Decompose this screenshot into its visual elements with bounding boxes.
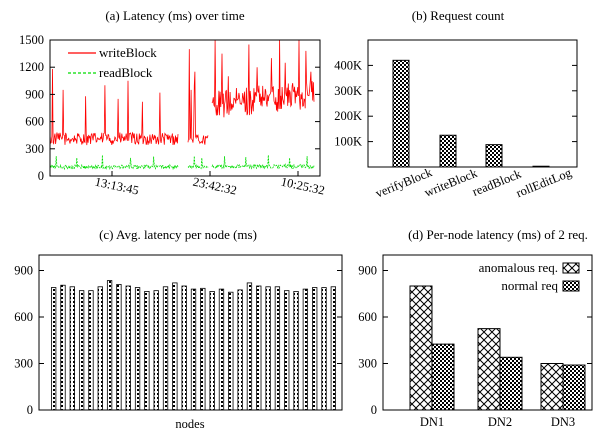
panel-b-ytick-label: 400K [334,58,362,72]
panel-a-line-readblock-segment [187,156,209,170]
panel-a-xtick-label: 10:25:32 [280,175,326,198]
panel-c-bar-node-31 [330,286,336,411]
panel-c-bar-node-26 [284,290,290,411]
panel-c-bar-node-22 [246,282,253,411]
panel-c-bar-node-8 [116,284,122,411]
panel-c-ytick-label: 300 [14,357,33,371]
panel-d-legend-label-normal: normal req [501,278,558,293]
panel-d-bar-normal-req-dn3 [562,364,586,411]
panel-a-frame [49,39,321,177]
panel-a-xtick-label: 23:42:32 [192,175,238,198]
panel-c-bar-node-5 [88,290,94,411]
panel-c-bar-node-10 [134,287,141,411]
panel-c-frame [38,254,343,411]
panel-c-ytick-label: 600 [14,310,33,324]
panel-d-xtick-label-dn3: DN3 [551,415,575,429]
panel-c-bar-node-3 [69,286,75,411]
panel-b-plot: 100K200K300K400KverifyBlockwriteBlockrea… [334,39,578,201]
panel-a-title: (a) Latency (ms) over time [105,8,245,23]
panel-d-legend-swatch-anomalous [562,262,580,274]
panel-a-line-writeblock-segment [49,68,179,146]
panel-a-line-readblock-segment [211,155,315,170]
panel-c-bar-node-15 [181,285,187,411]
panel-b-bar-readblock [485,144,503,168]
panel-a-ytick-label: 900 [25,87,44,101]
panel-c-bar-node-9 [125,285,131,411]
panel-d-legend-label-anomalous: anomalous req. [479,260,558,275]
panel-a-line-writeblock-segment [211,39,315,118]
panel-c-bar-node-14 [172,282,178,411]
panel-b-xtick-label-rolleditlog: rollEditLog [514,165,574,200]
panel-d-legend-swatch-normal [562,280,580,292]
panel-a-plot: 0 300 600 900 1200 1500 13:13:45 23:42:32 10:25:… [19,33,326,198]
panel-c-title: (c) Avg. latency per node (ms) [99,227,257,242]
panel-c-bar-node-25 [274,286,281,411]
panel-d-ytick-label: 600 [358,310,377,324]
panel-a-legend-label-writeblock: writeBlock [99,45,157,60]
panel-a-line-writeblock-segment [187,49,209,145]
panel-c-bar-node-19 [218,288,225,411]
panel-d-frame [382,254,593,411]
panel-d-bar-anomalous-req--dn2 [477,328,501,411]
panel-a-ytick-label: 1200 [19,60,44,74]
panel-d-xtick-label-dn1: DN1 [420,415,444,429]
panel-c-bar-node-30 [321,287,327,411]
panel-a-ytick-label: 0 [38,169,44,183]
panel-b-ytick-label: 100K [334,135,362,149]
panel-c-bar-node-16 [190,288,197,411]
panel-b-ytick-label: 300K [334,84,362,98]
panel-d-plot: 0 300 600 900 DN1 DN2 DN3 [358,254,593,429]
panel-c-bar-node-17 [200,287,206,411]
panel-d-bar-anomalous-req--dn3 [540,363,564,411]
panel-d-ytick-label: 900 [358,264,377,278]
panel-b-frame [367,39,578,168]
panel-c-bar-node-21 [237,289,243,411]
panel-c-bar-node-4 [78,290,85,411]
panel-c-ytick-label: 900 [14,264,33,278]
panel-c-bar-node-6 [97,286,103,411]
panel-c-bar-node-20 [228,291,234,411]
panel-d-bar-anomalous-req--dn1 [409,285,433,411]
panel-c-bar-node-12 [153,290,159,411]
panel-c-bar-node-2 [60,284,66,411]
panel-c-bar-node-11 [144,291,150,411]
panel-b-bar-writeblock [439,134,457,168]
panel-d-ytick-label: 300 [358,357,377,371]
panel-d-bar-normal-req-dn1 [431,343,455,411]
panel-c-bar-node-18 [209,291,215,411]
panel-d-xtick-label-dn2: DN2 [488,415,512,429]
panel-d-ytick-label: 0 [371,403,377,417]
panel-b-ytick-label: 200K [334,109,362,123]
panel-d-bar-normal-req-dn2 [499,356,523,411]
panel-c-bar-node-24 [265,286,271,411]
panel-b-title: (b) Request count [412,8,505,23]
panel-c-ytick-label: 0 [27,403,33,417]
panel-a-ytick-label: 1500 [19,33,44,47]
panel-c-bar-node-28 [302,288,309,411]
panel-d-title: (d) Per-node latency (ms) of 2 req. [408,227,588,242]
panel-c-bar-node-23 [256,285,262,411]
panel-c-bar-node-13 [162,286,169,411]
panel-b-bar-verifyblock [392,59,410,168]
panel-a-xtick-label: 13:13:45 [94,175,140,198]
panel-c-plot: 0 300 600 900 [14,254,343,417]
panel-c-xlabel: nodes [175,417,204,431]
panel-a-legend-label-readblock: readBlock [99,65,153,80]
panel-c-bar-node-29 [312,287,318,411]
panel-c-bar-node-27 [293,291,299,411]
panel-a-line-readblock-segment [49,155,179,171]
panel-c-bar-node-1 [51,287,57,411]
panel-a-ytick-label: 600 [25,115,44,129]
panel-c-bar-node-7 [106,280,113,411]
panel-a-ytick-label: 300 [25,142,44,156]
